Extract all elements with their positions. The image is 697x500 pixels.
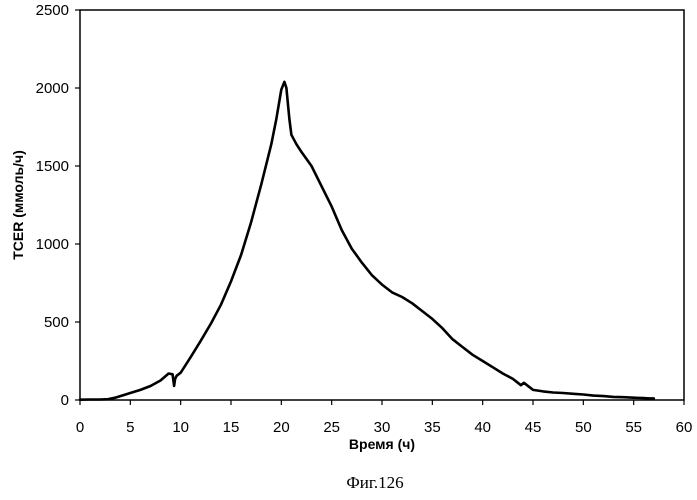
y-axis-ticks: 0 500 1000 1500 2000 2500 (36, 2, 80, 409)
x-tick-label: 50 (575, 419, 592, 436)
x-tick-label: 35 (424, 419, 441, 436)
x-tick-label: 0 (76, 419, 84, 436)
y-tick-label: 1500 (36, 158, 69, 175)
x-axis-title: Время (ч) (349, 436, 415, 452)
x-tick-label: 40 (474, 419, 491, 436)
x-tick-label: 55 (625, 419, 642, 436)
series-line (80, 82, 654, 400)
x-tick-label: 25 (323, 419, 340, 436)
x-tick-label: 45 (525, 419, 542, 436)
y-tick-label: 2500 (36, 2, 69, 19)
x-tick-label: 20 (273, 419, 290, 436)
x-tick-label: 60 (676, 419, 693, 436)
y-tick-label: 500 (44, 314, 69, 331)
x-tick-label: 10 (172, 419, 189, 436)
x-axis-ticks: 0 5 10 15 20 25 30 35 40 45 50 55 60 (76, 400, 693, 436)
y-axis-title: TCER (ммоль/ч) (10, 150, 26, 260)
figure-caption: Фиг.126 (346, 473, 403, 492)
y-tick-label: 0 (61, 392, 69, 409)
x-tick-label: 30 (374, 419, 391, 436)
x-tick-label: 5 (126, 419, 134, 436)
x-tick-label: 15 (223, 419, 240, 436)
y-tick-label: 2000 (36, 80, 69, 97)
plot-area-frame (80, 10, 684, 400)
y-tick-label: 1000 (36, 236, 69, 253)
